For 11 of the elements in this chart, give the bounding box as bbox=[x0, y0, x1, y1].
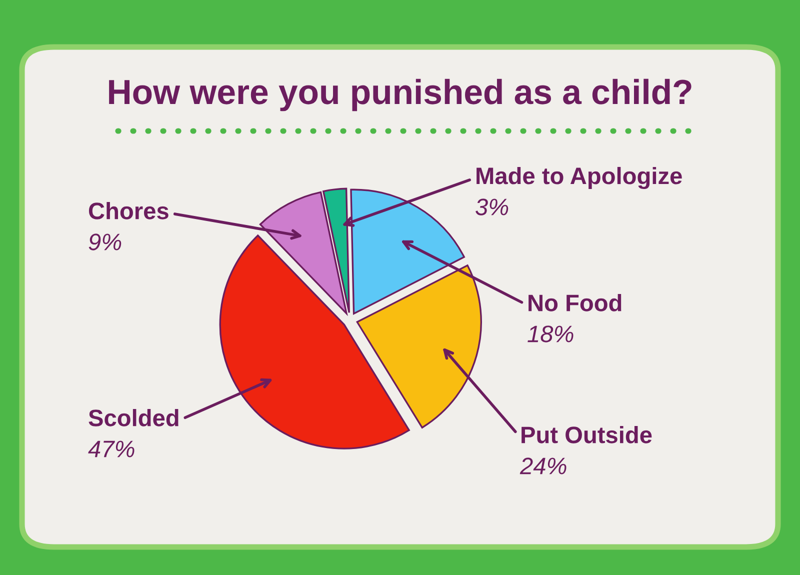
slice-label: No Food bbox=[528, 294, 622, 312]
data-label: 3% bbox=[476, 198, 508, 216]
slice-label: Made to Apologize bbox=[476, 166, 682, 190]
data-label: 47% bbox=[88, 440, 134, 458]
data-label: 24% bbox=[520, 458, 566, 474]
slice-label: Chores bbox=[88, 202, 168, 220]
slice-label: Put Outside bbox=[522, 426, 652, 444]
data-label: 18% bbox=[528, 326, 574, 342]
data-label: 9% bbox=[88, 234, 122, 250]
chart-title: How were you punished as a child? bbox=[109, 78, 692, 112]
slice-label: Scolded bbox=[88, 408, 178, 426]
